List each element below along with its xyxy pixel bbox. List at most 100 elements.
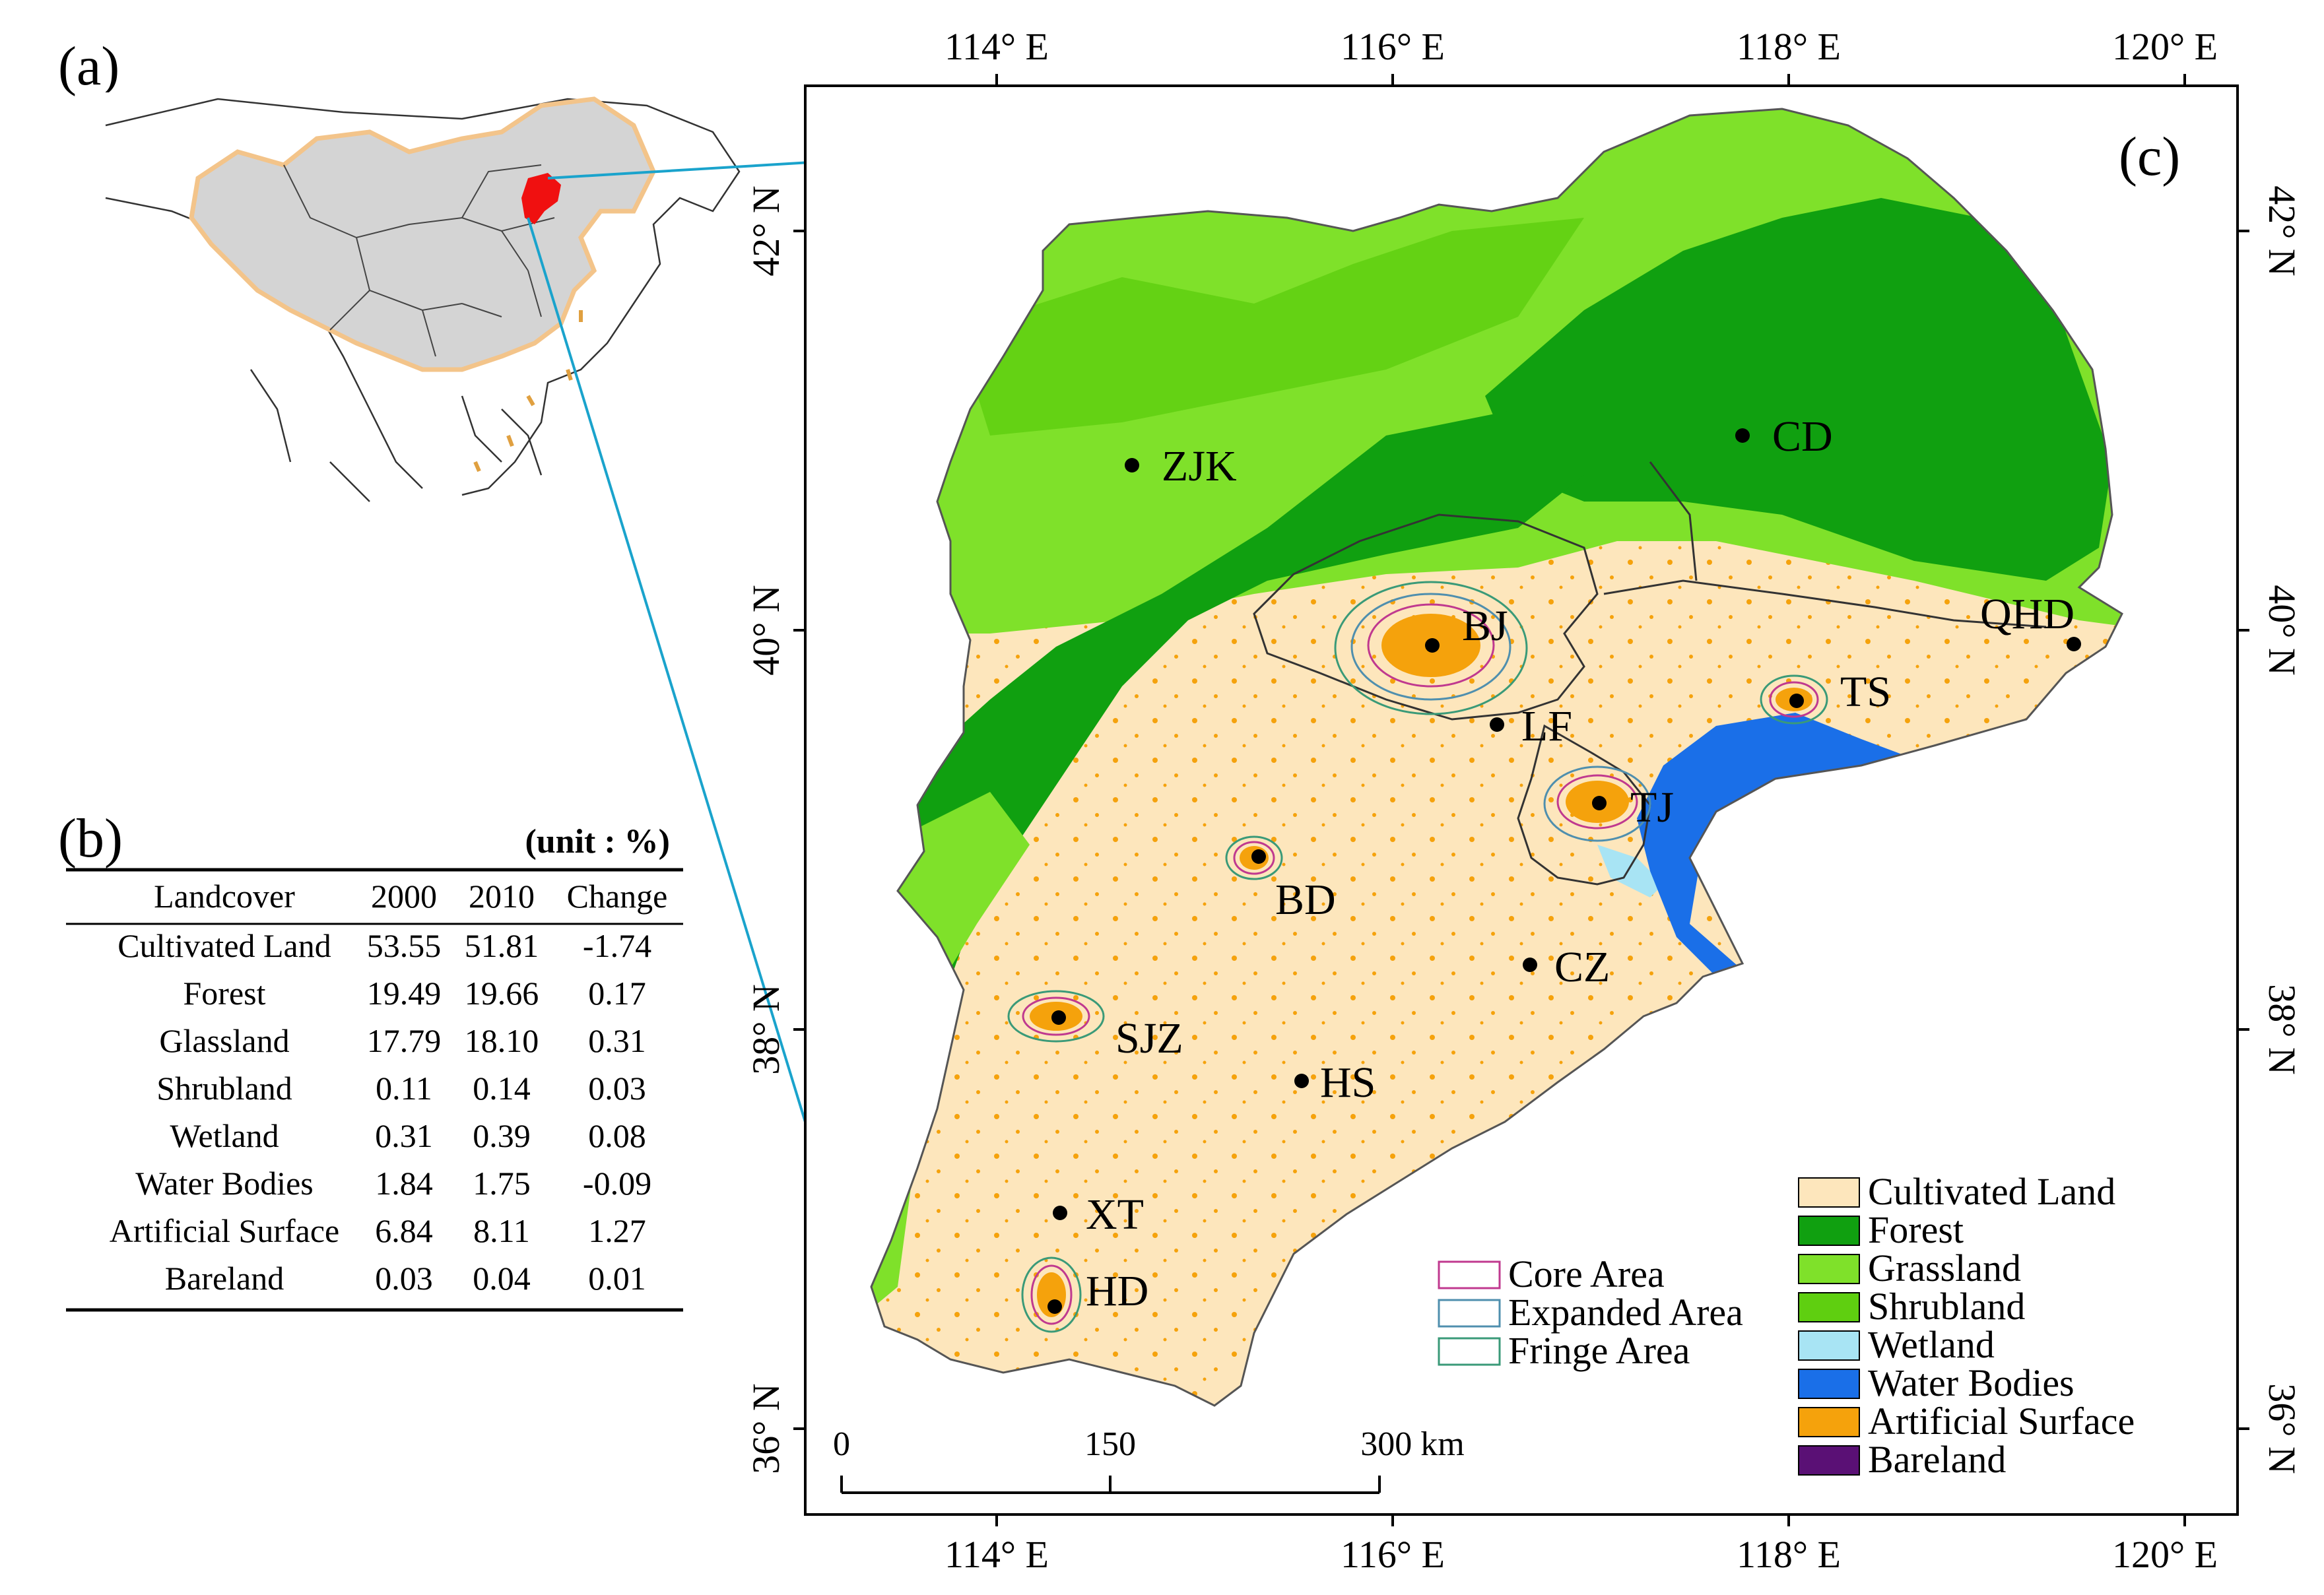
left-lat-label: 42° N [745,185,787,277]
city-dot-cd [1735,428,1750,443]
table-body: Cultivated Land 53.55 51.81 -1.74 Forest 19.4… [110,927,651,1297]
wetland-area [1597,845,1663,897]
table-header-cell: Change [567,878,668,915]
right-lat-label: 40° N [2261,585,2304,676]
legend-label: Shrubland [1868,1285,2025,1328]
table-header-cell: 2010 [469,878,535,915]
table-value-cell: 0.08 [588,1117,646,1154]
legend-label: Fringe Area [1508,1329,1690,1372]
table-landcover-cell: Wetland [170,1117,279,1154]
city-label: HS [1320,1058,1376,1107]
city-markers [1047,428,2081,1314]
legend-label: Bareland [1868,1438,2006,1481]
urban-area-rings [1007,581,1828,1333]
scale-label-0: 0 [833,1425,850,1463]
city-label: QHD [1980,590,2075,638]
table-value-cell: -0.09 [583,1165,651,1202]
left-lat-label: 40° N [745,585,787,676]
table-value-cell: 19.49 [367,975,442,1012]
overview-map [99,92,752,502]
table-value-cell: 0.03 [375,1260,433,1297]
city-labels: ZJK CD BJ QHD TS LF TJ BD CZ SJZ HS XT H… [1086,412,2075,1315]
table-value-cell: 0.03 [588,1070,646,1107]
table-landcover-cell: Glassland [159,1022,289,1059]
city-label: CD [1772,412,1833,461]
table-value-cell: 0.31 [375,1117,433,1154]
right-latitude-labels: 42° N 40° N 38° N 36° N [2261,185,2304,1474]
scale-label-150: 150 [1084,1425,1136,1463]
table-value-cell: 1.84 [375,1165,433,1202]
landcover-legend: Cultivated LandForestGrasslandShrublandW… [1798,1170,2135,1481]
city-label: TS [1840,668,1891,716]
legend-label: Cultivated Land [1868,1170,2115,1213]
city-dot-lf [1490,717,1504,732]
bottom-lon-label: 116° E [1341,1533,1445,1576]
table-header-cell: Landcover [154,878,295,915]
city-label: XT [1086,1190,1144,1239]
table-landcover-cell: Water Bodies [135,1165,314,1202]
table-value-cell: 51.81 [465,927,539,964]
table-landcover-cell: Artificial Surface [110,1212,339,1249]
city-label: HD [1086,1267,1148,1315]
table-value-cell: 0.17 [588,975,646,1012]
city-dot-tj [1592,796,1607,810]
scale-label-300: 300 km [1360,1425,1464,1463]
city-label: BD [1275,876,1336,924]
china-outline [189,96,656,372]
top-lon-label: 118° E [1737,25,1841,68]
table-value-cell: 19.66 [465,975,539,1012]
city-dot-hd [1047,1299,1062,1314]
table-value-cell: 6.84 [375,1212,433,1249]
table-value-cell: 0.31 [588,1022,646,1059]
bottom-lon-label: 120° E [2112,1533,2218,1576]
legend-swatch-expanded [1438,1299,1501,1328]
table-value-cell: 53.55 [367,927,442,964]
forest-area-north [1485,198,2112,581]
shrubland-area [957,218,1584,436]
legend-swatch-fringe [1438,1337,1501,1366]
china-province-lines [283,164,555,357]
legend-label: Expanded Area [1508,1291,1743,1334]
table-value-cell: 0.39 [473,1117,531,1154]
right-lat-label: 38° N [2261,984,2304,1075]
table-value-cell: 18.10 [465,1022,539,1059]
legend-swatch [1798,1216,1860,1246]
legend-swatch [1798,1254,1860,1284]
top-lon-label: 114° E [945,25,1049,68]
city-label: ZJK [1162,442,1237,490]
table-value-cell: 0.04 [473,1260,531,1297]
city-label: BJ [1462,602,1508,650]
table-header: Landcover 2000 2010 Change [154,878,667,915]
panel-label-c: (c) [2119,126,2180,187]
frame-ticks [793,74,2249,1526]
top-lon-label: 120° E [2112,25,2218,68]
bottom-longitude-labels: 114° E 116° E 118° E 120° E [945,1533,2218,1576]
city-label: TJ [1630,783,1674,831]
legend-label: Grassland [1868,1247,2021,1289]
city-dot-ts [1789,694,1804,708]
table-landcover-cell: Forest [183,975,266,1012]
city-dot-sjz [1051,1010,1066,1025]
table-landcover-cell: Shrubland [156,1070,292,1107]
left-lat-label: 38° N [745,984,787,1075]
table-value-cell: 17.79 [367,1022,442,1059]
city-dot-zjk [1125,458,1139,472]
top-longitude-labels: 114° E 116° E 118° E 120° E [945,25,2218,68]
city-label: CZ [1554,943,1610,991]
city-label: SJZ [1115,1014,1183,1062]
legend-label: Core Area [1508,1253,1665,1295]
table-value-cell: 1.75 [473,1165,531,1202]
city-dot-hs [1294,1074,1309,1088]
legend-label: Forest [1868,1208,1964,1251]
island-dashes [473,310,583,472]
table-landcover-cell: Cultivated Land [117,927,331,964]
legend-swatch [1798,1177,1860,1208]
right-lat-label: 36° N [2261,1383,2304,1474]
scale-bar: 0 150 300 km [833,1425,1465,1494]
table-value-cell: 8.11 [473,1212,530,1249]
table-value-cell: -1.74 [583,927,651,964]
table-value-cell: 0.11 [376,1070,432,1107]
legend-swatch-core [1438,1260,1501,1289]
legend-label: Wetland [1868,1323,1995,1366]
